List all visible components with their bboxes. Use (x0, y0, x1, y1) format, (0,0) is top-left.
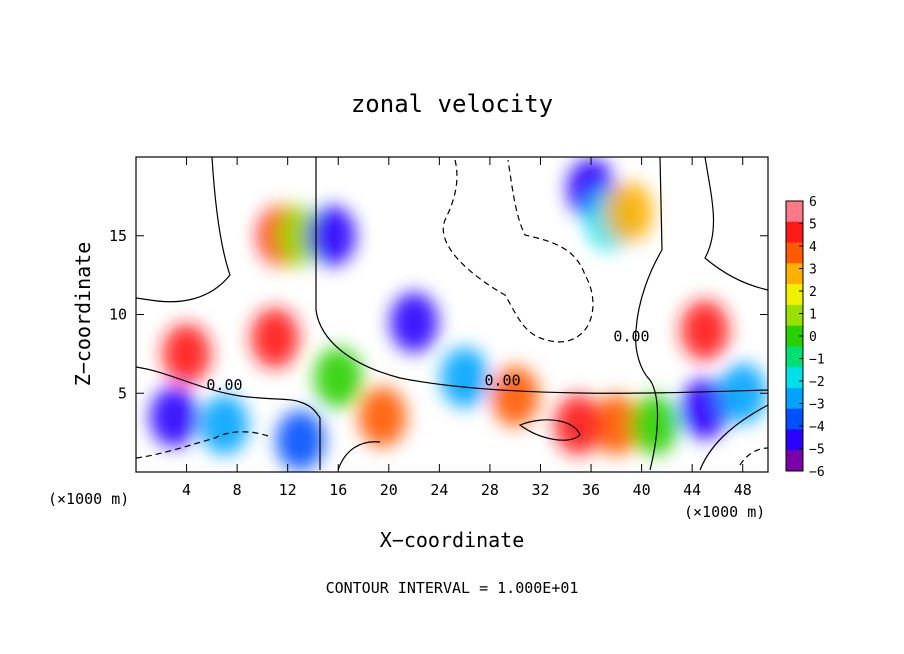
heatmap-field (149, 158, 767, 471)
velocity-feature (680, 379, 729, 439)
contour-line (704, 157, 768, 291)
colorbar-tick-label: 0 (809, 330, 817, 345)
colorbar-tick-label: −5 (809, 443, 825, 458)
colorbar-tick-label: −2 (809, 375, 825, 390)
x-tick-label: 44 (683, 481, 701, 499)
colorbar-segment (786, 221, 803, 244)
colorbar-tick-label: 1 (809, 308, 817, 323)
contour-line (518, 419, 581, 441)
colorbar-segment (786, 450, 803, 472)
colorbar-segment (786, 201, 803, 223)
x-tick-label: 32 (531, 481, 549, 499)
velocity-feature (592, 394, 641, 455)
colorbar-tick-label: 6 (809, 195, 817, 210)
colorbar-segment (786, 263, 803, 285)
x-tick-label: 24 (430, 481, 448, 499)
contour-dashed-line (442, 159, 594, 343)
colorbar-tick-label: 4 (809, 240, 817, 255)
contour-zero-line (136, 366, 321, 470)
x-tick-label: 36 (582, 481, 600, 499)
velocity-feature (440, 347, 489, 408)
x-tick-label: 48 (734, 481, 752, 499)
velocity-feature (149, 386, 198, 447)
contour-dashed-line (739, 447, 768, 466)
colorbar-segment (786, 429, 803, 451)
contour-lines (136, 157, 768, 471)
colorbar-segment (786, 408, 803, 430)
x-tick-label: 16 (329, 481, 347, 499)
colorbar-segment (786, 346, 803, 368)
colorbar-segment (786, 367, 803, 389)
contour-labels: 0.00 0.00 0.00 (206, 327, 649, 394)
contour-line (699, 404, 768, 471)
x-tick-label: 20 (380, 481, 398, 499)
colorbar-tick-label: 5 (809, 218, 817, 233)
x-axis-ticks: 4 8 12 16 20 24 28 32 36 40 44 48 (182, 157, 752, 499)
colorbar-tick-labels: 6 5 4 3 2 1 0 −1 −2 −3 −4 −5 −6 (799, 195, 825, 480)
y-tick-label: 5 (118, 384, 127, 402)
chart-title: zonal velocity (351, 90, 553, 118)
y-axis-ticks: 5 10 15 (109, 227, 768, 402)
contour-interval-footer: CONTOUR INTERVAL = 1.000E+01 (326, 579, 579, 597)
x-tick-label: 28 (481, 481, 499, 499)
velocity-feature (276, 410, 325, 471)
contour-zero-line (315, 157, 768, 394)
velocity-feature (605, 182, 653, 243)
colorbar-segment (786, 325, 803, 347)
contour-label: 0.00 (613, 327, 649, 345)
velocity-feature (314, 347, 363, 408)
colorbar-segment (786, 304, 803, 327)
colorbar-tick-label: −1 (809, 353, 825, 368)
velocity-feature (358, 386, 407, 447)
velocity-feature (630, 394, 679, 455)
contour-line (136, 157, 231, 303)
velocity-feature (307, 205, 356, 266)
contour-label: 0.00 (484, 371, 520, 389)
velocity-feature (251, 308, 299, 369)
colorbar-segment (786, 242, 803, 264)
x-tick-label: 40 (633, 481, 651, 499)
y-tick-label: 15 (109, 227, 127, 245)
colorbar-tick-label: −4 (809, 420, 825, 435)
colorbar-tick-label: −3 (809, 398, 825, 413)
contour-line (337, 441, 381, 471)
colorbar-segment (786, 387, 803, 410)
contour-dashed-line (136, 431, 269, 459)
contour-zero-line (635, 157, 663, 471)
velocity-feature (491, 366, 540, 427)
x-unit-label-left: (×1000 m) (48, 490, 129, 508)
x-tick-label: 4 (182, 481, 191, 499)
colorbar-segment (786, 284, 803, 306)
contour-label: 0.00 (206, 376, 242, 394)
velocity-feature (162, 323, 211, 384)
y-axis-label: Z−coordinate (71, 242, 95, 387)
x-tick-label: 8 (233, 481, 242, 499)
colorbar-tick-label: 3 (809, 263, 817, 278)
velocity-feature (680, 300, 729, 361)
colorbar-tick-label: 2 (809, 285, 817, 300)
y-tick-label: 10 (109, 306, 127, 324)
velocity-feature (718, 363, 767, 424)
x-unit-label-right: (×1000 m) (684, 503, 765, 521)
velocity-feature (200, 394, 249, 455)
x-axis-label: X−coordinate (380, 528, 525, 552)
colorbar-tick-label: −6 (809, 465, 825, 480)
velocity-feature (390, 292, 439, 353)
x-tick-label: 12 (279, 481, 297, 499)
velocity-feature (554, 394, 603, 455)
